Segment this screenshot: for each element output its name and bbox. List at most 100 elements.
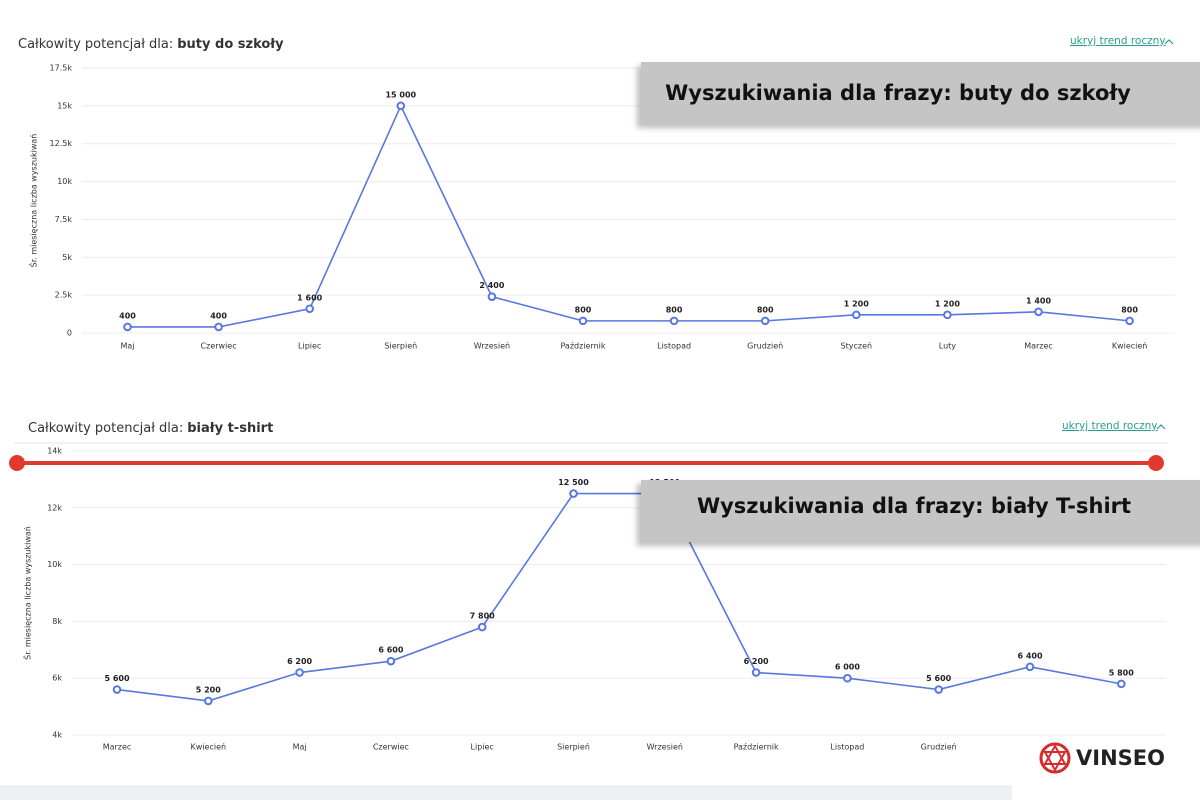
logo-icon: [1039, 742, 1071, 774]
y-tick-label: 6k: [52, 674, 62, 683]
banner-box: [641, 62, 1200, 124]
data-label: 1 200: [935, 299, 960, 308]
x-tick-label: Sierpień: [384, 342, 417, 351]
x-tick-label: Czerwiec: [373, 743, 409, 752]
highlight-dot: [9, 455, 25, 471]
data-point: [569, 489, 578, 498]
x-tick-label: Maj: [120, 342, 134, 351]
chart-title: Całkowity potencjał dla: biały t-shirt: [28, 421, 273, 436]
banner-box: [641, 480, 1200, 542]
data-point: [1117, 679, 1126, 689]
data-point: [123, 322, 132, 332]
y-tick-label: 12.5k: [50, 139, 73, 148]
data-label: 800: [757, 305, 774, 314]
x-tick-label: Czerwiec: [201, 342, 237, 351]
data-point: [943, 310, 952, 320]
series-line: [127, 103, 1130, 328]
title-prefix: Całkowity potencjał dla:: [18, 37, 173, 52]
data-label: 6 200: [287, 657, 312, 666]
x-tick-label: Maj: [293, 743, 307, 752]
data-label: 5 600: [104, 674, 129, 683]
data-point: [477, 622, 487, 632]
data-point: [1034, 307, 1043, 317]
data-point: [204, 696, 213, 706]
title-prefix: Całkowity potencjał dla:: [28, 421, 183, 436]
data-point: [305, 304, 315, 314]
data-label: 6 600: [378, 646, 403, 655]
y-tick-label: 12k: [47, 503, 62, 512]
data-label: 400: [119, 311, 136, 320]
x-tick-label: Marzec: [1024, 342, 1053, 351]
overlay: Wyszukiwania dla frazy: buty do szkoły W…: [9, 62, 1200, 774]
data-point: [578, 316, 588, 326]
data-point: [295, 668, 304, 677]
x-tick-label: Marzec: [103, 743, 132, 752]
data-point: [1025, 662, 1035, 672]
data-point: [934, 685, 944, 694]
data-label: 6 000: [835, 663, 860, 672]
toggle-link[interactable]: ukryj trend roczny: [1070, 35, 1166, 47]
x-tick-label: Lipiec: [471, 743, 494, 752]
data-label: 6 400: [1017, 651, 1042, 660]
x-tick-label: Styczeń: [841, 342, 873, 351]
y-tick-label: 2.5k: [55, 291, 73, 300]
y-tick-label: 14k: [47, 447, 62, 456]
x-tick-label: Listopad: [657, 342, 691, 351]
chart-title: Całkowity potencjał dla: buty do szkoły: [18, 37, 284, 52]
y-tick-label: 5k: [62, 253, 72, 262]
data-point: [396, 101, 406, 111]
highlight-dot: [1148, 455, 1164, 471]
data-label: 400: [210, 311, 227, 320]
logo-icon: [1043, 743, 1067, 773]
x-tick-label: Lipiec: [298, 342, 321, 351]
charts: Całkowity potencjał dla: buty do szkoły uk…: [18, 35, 1175, 752]
series-line: [116, 492, 1122, 702]
x-tick-label: Październik: [560, 342, 605, 351]
data-label: 7 800: [470, 612, 495, 621]
y-tick-label: 15k: [57, 101, 72, 110]
chart: Całkowity potencjał dla: biały t-shirt ukr…: [22, 420, 1166, 752]
y-tick-label: 10k: [57, 177, 72, 186]
data-label: 800: [575, 305, 592, 314]
link-chevron: [1164, 39, 1174, 45]
y-tick-label: 0: [67, 329, 72, 338]
data-label: 6 200: [744, 657, 769, 666]
x-tick-label: Kwiecień: [1112, 342, 1148, 351]
data-label: 1 600: [297, 293, 322, 302]
y-axis-label: Śr. miesięczna liczba wyszukiwań: [22, 526, 33, 660]
data-point: [214, 322, 223, 332]
x-tick-label: Kwiecień: [191, 743, 227, 752]
y-tick-label: 17.5k: [50, 64, 73, 73]
data-point: [852, 310, 861, 320]
data-label: 5 200: [196, 685, 221, 694]
x-tick-label: Grudzień: [747, 342, 783, 351]
logo: VINSEO: [1039, 742, 1165, 774]
data-point: [669, 316, 679, 326]
data-label: 800: [666, 305, 683, 314]
data-label: 5 600: [926, 674, 951, 683]
toggle-link[interactable]: ukryj trend roczny: [1062, 420, 1158, 432]
data-point: [1125, 316, 1134, 326]
data-point: [386, 656, 396, 666]
logo-text: VINSEO: [1076, 746, 1165, 770]
x-tick-label: Październik: [734, 743, 779, 752]
data-label: 2 400: [479, 281, 504, 290]
footer-strip: [0, 785, 1012, 800]
data-point: [487, 292, 497, 301]
title-keyword: biały t-shirt: [187, 421, 273, 436]
x-tick-label: Grudzień: [921, 743, 957, 752]
x-tick-label: Wrzesień: [647, 743, 683, 752]
y-tick-label: 10k: [47, 560, 62, 569]
y-tick-label: 7.5k: [55, 215, 73, 224]
x-tick-label: Listopad: [830, 743, 864, 752]
x-tick-label: Luty: [939, 342, 957, 351]
data-label: 800: [1121, 305, 1138, 314]
title-keyword: buty do szkoły: [177, 37, 284, 52]
x-tick-label: Sierpień: [557, 743, 590, 752]
banner-text: Wyszukiwania dla frazy: biały T-shirt: [697, 494, 1131, 518]
y-tick-label: 8k: [52, 617, 62, 626]
y-tick-label: 4k: [52, 731, 62, 740]
data-point: [843, 673, 852, 683]
data-label: 1 200: [844, 299, 869, 308]
